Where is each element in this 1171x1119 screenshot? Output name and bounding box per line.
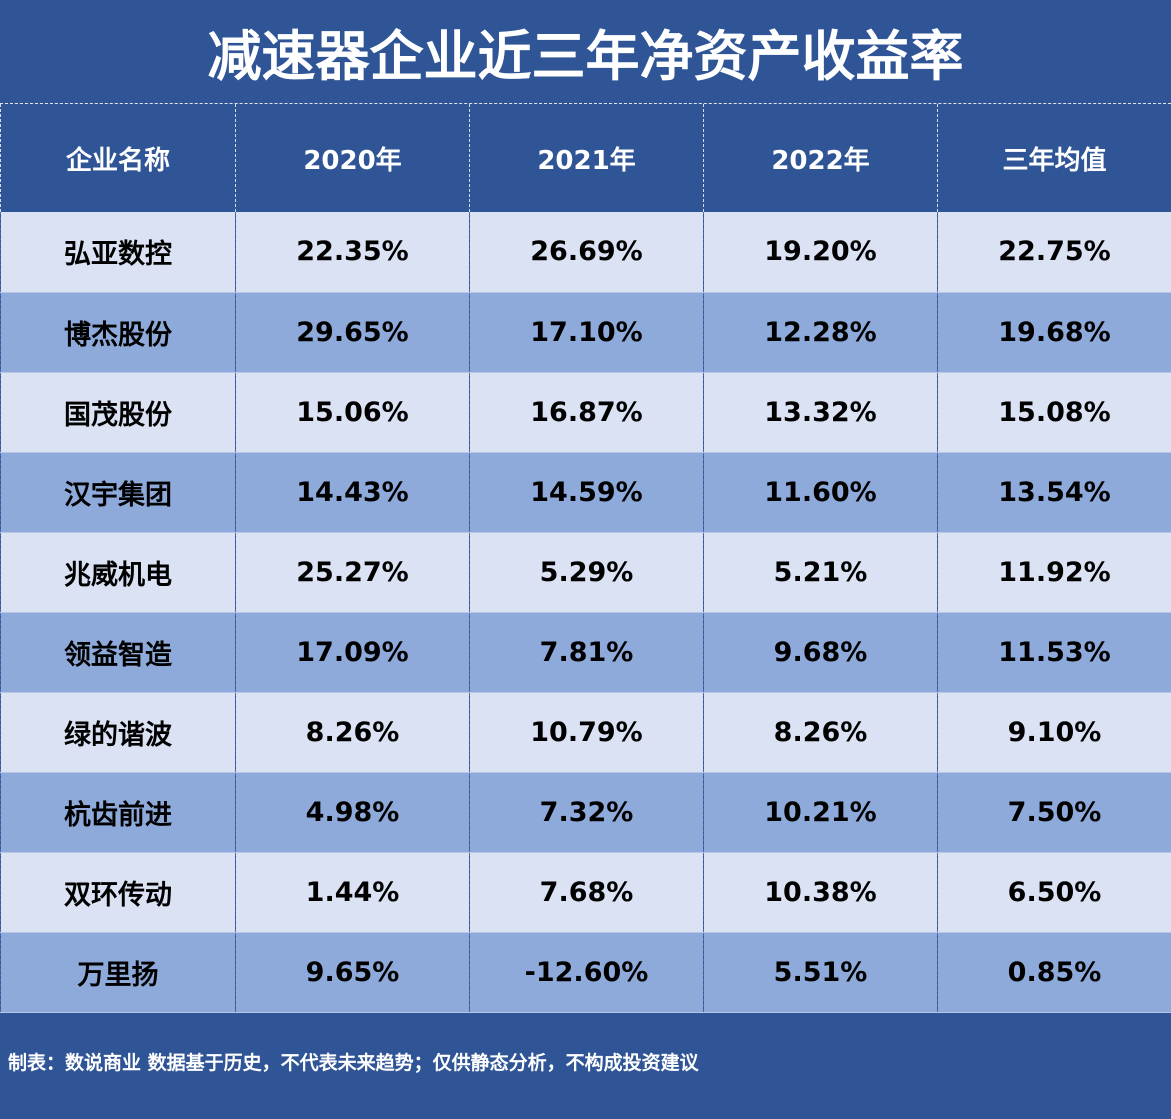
roe-average-cell: 11.92%	[937, 532, 1171, 613]
table-row: 汉宇集团 14.43% 14.59% 11.60% 13.54%	[0, 452, 1171, 533]
roe-2020-cell: 14.43%	[235, 452, 470, 533]
roe-2020-cell: 8.26%	[235, 692, 470, 773]
roe-average-cell: 11.53%	[937, 612, 1171, 693]
roe-2020-cell: 9.65%	[235, 932, 470, 1013]
header-2020: 2020年	[235, 104, 470, 212]
roe-table-container: 企业名称 2020年 2021年 2022年 三年均值 弘亚数控 22.35% …	[0, 104, 1171, 1013]
roe-2021-cell: -12.60%	[469, 932, 704, 1013]
roe-2020-cell: 22.35%	[235, 212, 470, 293]
roe-2021-cell: 26.69%	[469, 212, 704, 293]
table-row: 万里扬 9.65% -12.60% 5.51% 0.85%	[0, 932, 1171, 1013]
roe-2020-cell: 17.09%	[235, 612, 470, 693]
roe-2022-cell: 9.68%	[703, 612, 938, 693]
header-2021: 2021年	[469, 104, 704, 212]
company-name-cell: 万里扬	[0, 932, 236, 1013]
roe-2021-cell: 14.59%	[469, 452, 704, 533]
header-three-year-average: 三年均值	[937, 104, 1171, 212]
roe-average-cell: 0.85%	[937, 932, 1171, 1013]
roe-average-cell: 13.54%	[937, 452, 1171, 533]
roe-2021-cell: 5.29%	[469, 532, 704, 613]
roe-2020-cell: 29.65%	[235, 292, 470, 373]
company-name-cell: 绿的谐波	[0, 692, 236, 773]
roe-2021-cell: 7.32%	[469, 772, 704, 853]
company-name-cell: 国茂股份	[0, 372, 236, 453]
header-2022: 2022年	[703, 104, 938, 212]
roe-2021-cell: 16.87%	[469, 372, 704, 453]
header-row: 企业名称 2020年 2021年 2022年 三年均值	[0, 104, 1171, 212]
roe-2022-cell: 10.21%	[703, 772, 938, 853]
page-title: 减速器企业近三年净资产收益率	[0, 0, 1171, 104]
company-name-cell: 汉宇集团	[0, 452, 236, 533]
roe-average-cell: 6.50%	[937, 852, 1171, 933]
roe-2020-cell: 15.06%	[235, 372, 470, 453]
table-row: 领益智造 17.09% 7.81% 9.68% 11.53%	[0, 612, 1171, 693]
roe-2020-cell: 4.98%	[235, 772, 470, 853]
roe-2020-cell: 25.27%	[235, 532, 470, 613]
roe-2022-cell: 19.20%	[703, 212, 938, 293]
roe-average-cell: 22.75%	[937, 212, 1171, 293]
roe-table: 企业名称 2020年 2021年 2022年 三年均值 弘亚数控 22.35% …	[0, 104, 1171, 1013]
table-row: 博杰股份 29.65% 17.10% 12.28% 19.68%	[0, 292, 1171, 373]
table-row: 绿的谐波 8.26% 10.79% 8.26% 9.10%	[0, 692, 1171, 773]
table-body: 弘亚数控 22.35% 26.69% 19.20% 22.75% 博杰股份 29…	[0, 212, 1171, 1013]
table-row: 国茂股份 15.06% 16.87% 13.32% 15.08%	[0, 372, 1171, 453]
company-name-cell: 兆威机电	[0, 532, 236, 613]
table-row: 双环传动 1.44% 7.68% 10.38% 6.50%	[0, 852, 1171, 933]
company-name-cell: 博杰股份	[0, 292, 236, 373]
roe-2022-cell: 12.28%	[703, 292, 938, 373]
roe-2022-cell: 10.38%	[703, 852, 938, 933]
roe-average-cell: 19.68%	[937, 292, 1171, 373]
company-name-cell: 杭齿前进	[0, 772, 236, 853]
roe-average-cell: 7.50%	[937, 772, 1171, 853]
company-name-cell: 双环传动	[0, 852, 236, 933]
roe-2021-cell: 17.10%	[469, 292, 704, 373]
roe-2020-cell: 1.44%	[235, 852, 470, 933]
roe-2021-cell: 10.79%	[469, 692, 704, 773]
roe-2022-cell: 5.51%	[703, 932, 938, 1013]
header-company-name: 企业名称	[0, 104, 236, 212]
roe-average-cell: 15.08%	[937, 372, 1171, 453]
table-row: 弘亚数控 22.35% 26.69% 19.20% 22.75%	[0, 212, 1171, 293]
roe-2022-cell: 5.21%	[703, 532, 938, 613]
roe-2022-cell: 11.60%	[703, 452, 938, 533]
source-note: 制表：数说商业 数据基于历史，不代表未来趋势；仅供静态分析，不构成投资建议	[8, 1052, 699, 1074]
table-row: 杭齿前进 4.98% 7.32% 10.21% 7.50%	[0, 772, 1171, 853]
company-name-cell: 领益智造	[0, 612, 236, 693]
roe-2022-cell: 8.26%	[703, 692, 938, 773]
roe-2022-cell: 13.32%	[703, 372, 938, 453]
table-header: 企业名称 2020年 2021年 2022年 三年均值	[0, 104, 1171, 212]
company-name-cell: 弘亚数控	[0, 212, 236, 293]
roe-2021-cell: 7.81%	[469, 612, 704, 693]
roe-average-cell: 9.10%	[937, 692, 1171, 773]
table-row: 兆威机电 25.27% 5.29% 5.21% 11.92%	[0, 532, 1171, 613]
roe-2021-cell: 7.68%	[469, 852, 704, 933]
